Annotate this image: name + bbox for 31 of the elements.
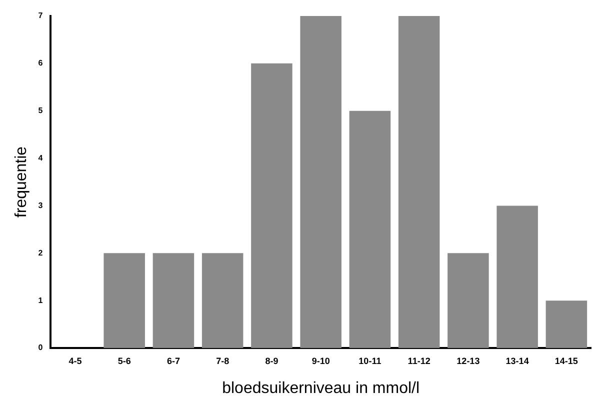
x-tick-label: 6-7 xyxy=(166,356,180,366)
x-axis-title: bloedsuikerniveau in mmol/l xyxy=(222,380,420,397)
x-tick-label: 4-5 xyxy=(68,356,82,366)
bar xyxy=(496,206,538,348)
x-tick-label: 13-14 xyxy=(506,356,529,366)
x-tick-label: 5-6 xyxy=(118,356,131,366)
x-tick-label: 7-8 xyxy=(216,356,230,366)
y-tick-label: 2 xyxy=(38,248,44,258)
bar xyxy=(546,300,588,348)
y-tick-label: 3 xyxy=(38,200,44,210)
x-tick-label: 12-13 xyxy=(456,356,480,366)
y-tick-label: 7 xyxy=(38,11,44,20)
bar xyxy=(300,16,342,348)
y-tick-label: 1 xyxy=(38,296,44,305)
bar xyxy=(398,16,440,348)
x-tick-label: 10-11 xyxy=(358,356,382,366)
y-axis-title: frequentie xyxy=(13,146,30,218)
bar xyxy=(349,110,391,348)
bar xyxy=(104,253,145,348)
y-tick-label: 4 xyxy=(38,153,44,162)
y-tick-label: 6 xyxy=(38,58,44,68)
bar xyxy=(202,253,244,348)
y-tick-label: 0 xyxy=(38,343,44,352)
x-tick-label: 11-12 xyxy=(408,356,430,366)
bar xyxy=(251,63,292,348)
x-tick-label: 8-9 xyxy=(265,356,278,366)
x-tick-label: 9-10 xyxy=(312,356,330,366)
x-tick-label: 14-15 xyxy=(554,356,578,366)
bar xyxy=(152,253,194,348)
bar xyxy=(448,253,489,348)
y-tick-label: 5 xyxy=(38,106,44,116)
